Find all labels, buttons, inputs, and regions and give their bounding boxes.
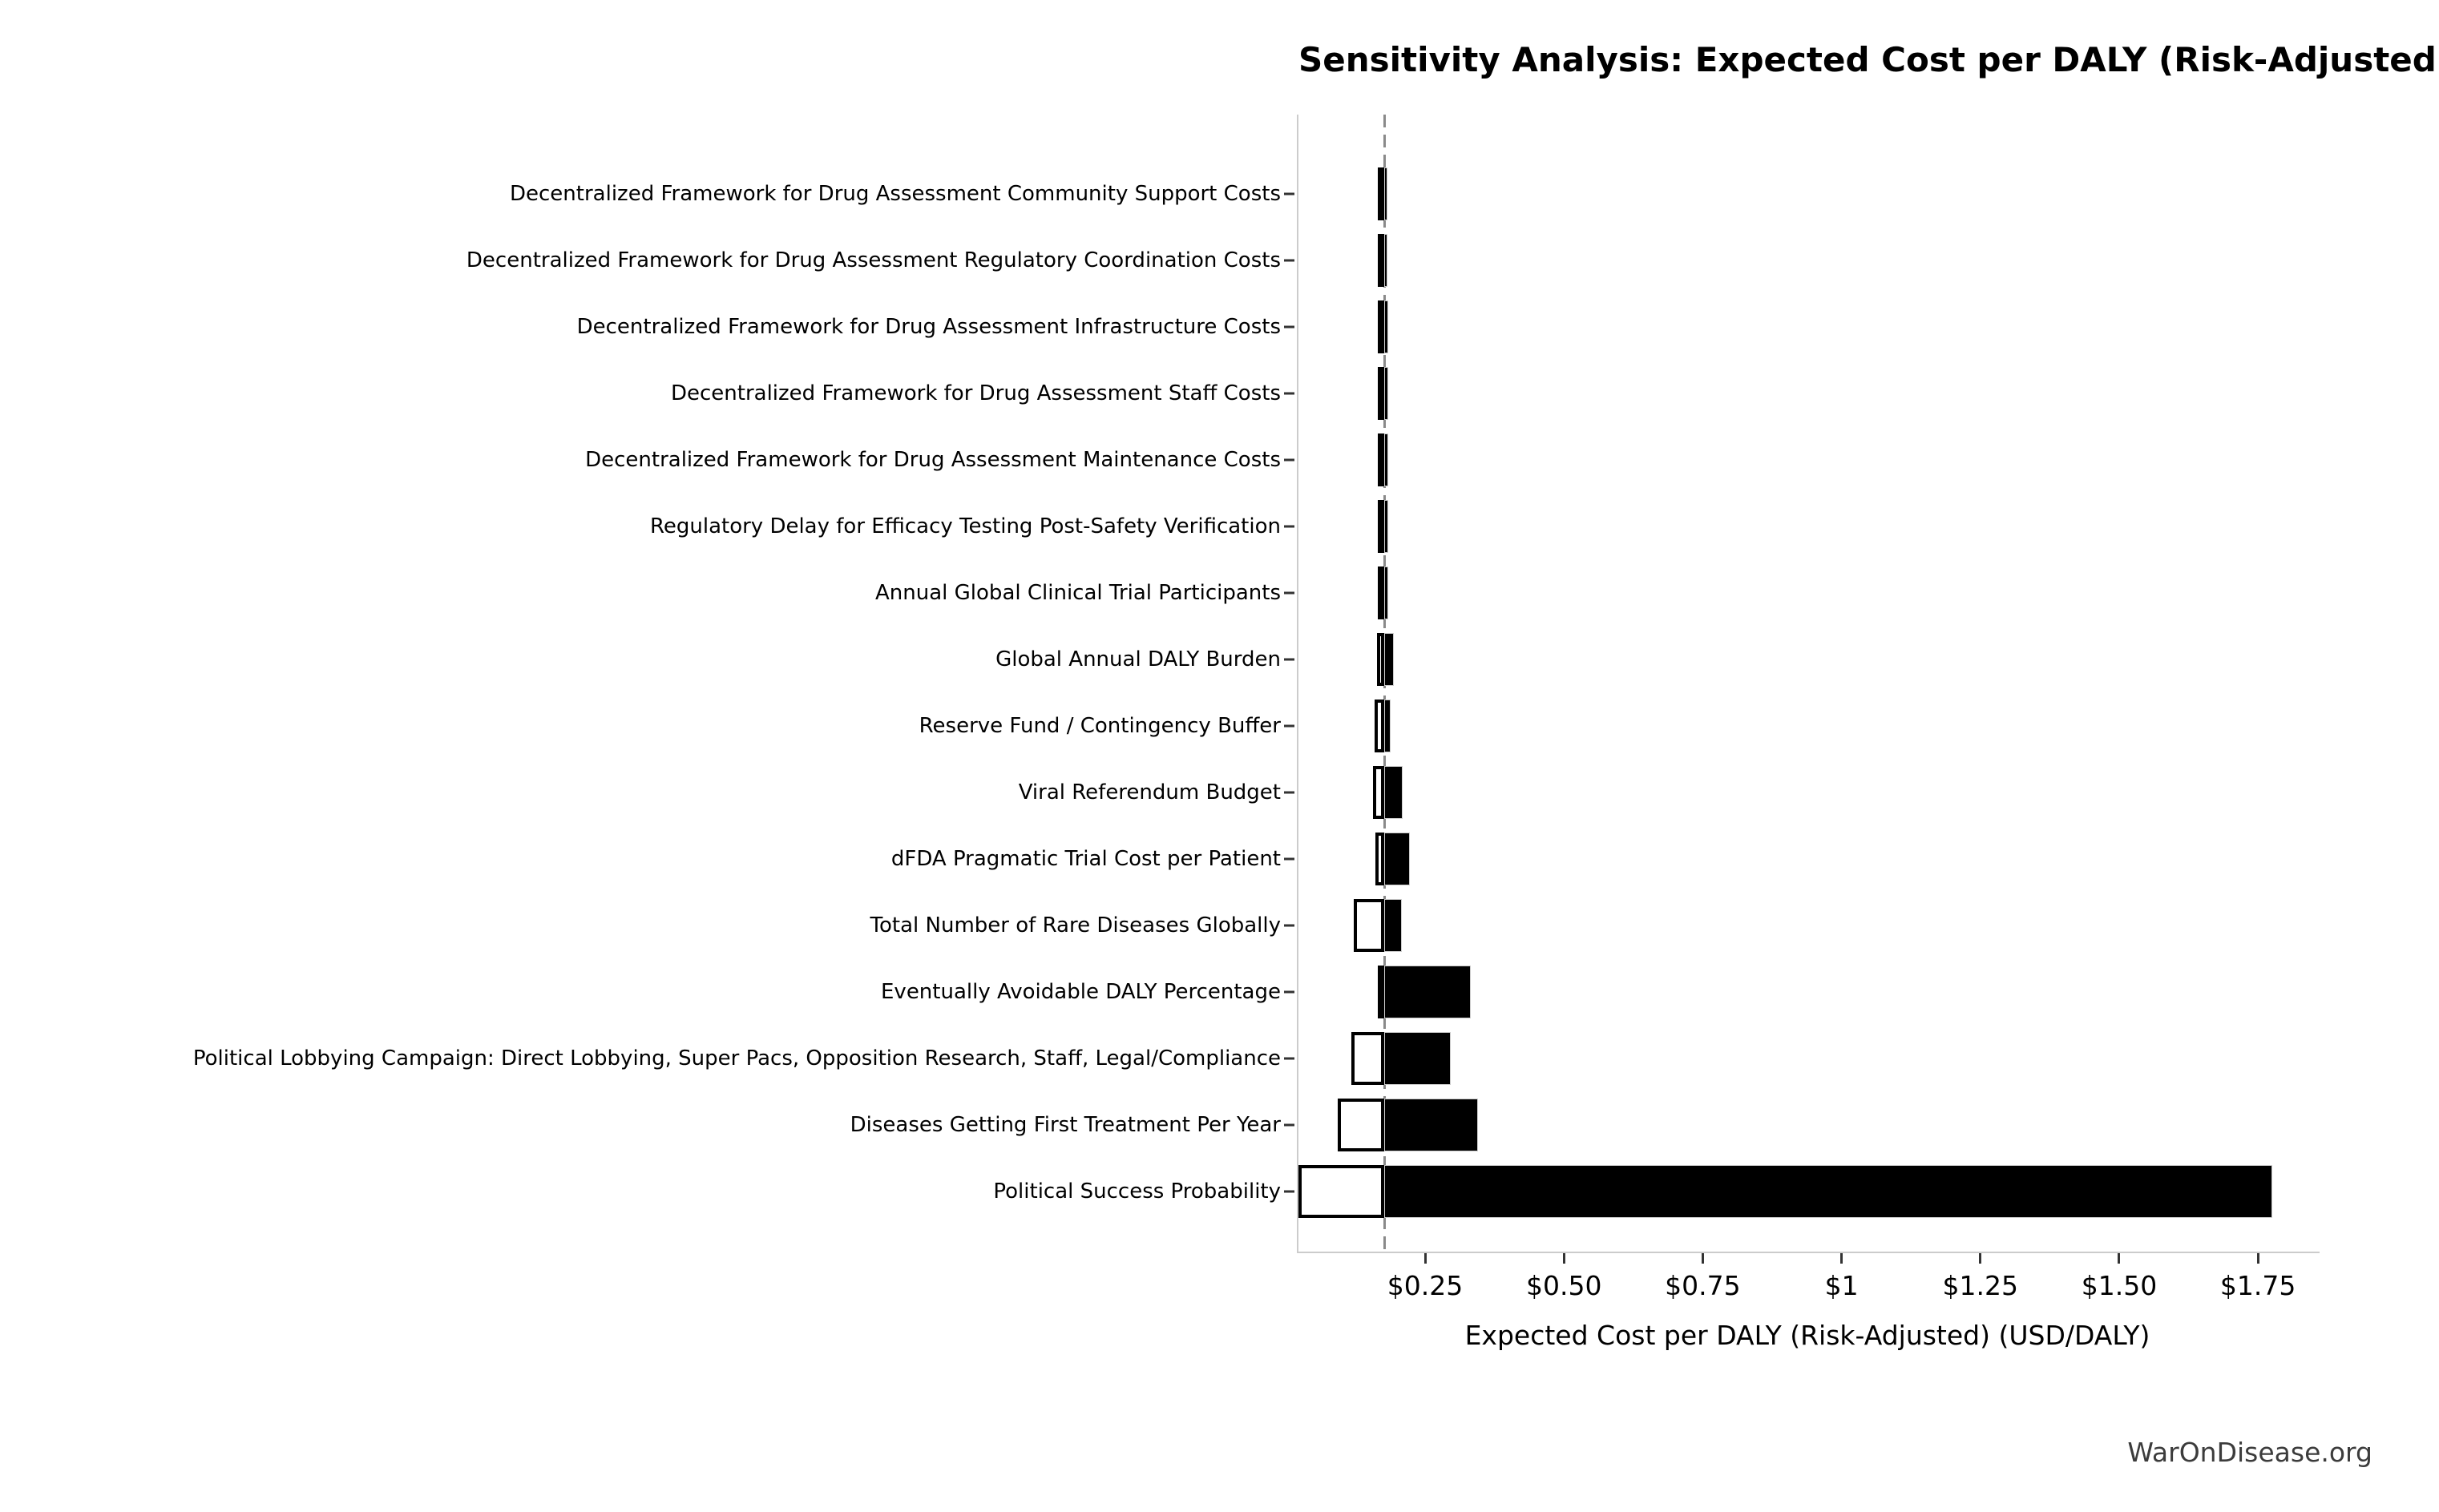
bar-low-side <box>1351 1032 1385 1085</box>
y-tick-mark <box>1284 1057 1294 1060</box>
bar-high-side <box>1384 300 1388 353</box>
y-tick-label: Global Annual DALY Burden <box>995 647 1281 671</box>
bar-low-side <box>1378 300 1385 353</box>
x-tick-label: $0.25 <box>1387 1270 1464 1301</box>
y-tick-mark <box>1284 658 1294 661</box>
y-tick-label: Annual Global Clinical Trial Participant… <box>875 581 1281 605</box>
y-tick-label: Reserve Fund / Contingency Buffer <box>919 714 1281 738</box>
bar-high-side <box>1384 433 1388 486</box>
bar-high-side <box>1384 500 1389 553</box>
y-tick-mark <box>1284 192 1294 196</box>
bar-low-side <box>1378 566 1385 619</box>
bar-low-side <box>1378 433 1385 486</box>
bar-high-side <box>1384 1099 1478 1151</box>
bar-low-side <box>1378 500 1385 553</box>
x-axis-label: Expected Cost per DALY (Risk-Adjusted) (… <box>1464 1320 2150 1351</box>
bar-high-side <box>1384 700 1391 752</box>
x-tick-label: $1.25 <box>1942 1270 2019 1301</box>
y-tick-mark <box>1284 525 1294 528</box>
bar-low-side <box>1337 1099 1385 1151</box>
y-tick-label: Viral Referendum Budget <box>1018 780 1281 804</box>
bar-high-side <box>1384 833 1411 885</box>
y-tick-label: Total Number of Rare Diseases Globally <box>870 913 1281 937</box>
y-tick-mark <box>1284 1123 1294 1127</box>
x-tick-label: $0.50 <box>1525 1270 1602 1301</box>
x-tick-label: $1.50 <box>2081 1270 2158 1301</box>
bar-high-side <box>1384 766 1403 819</box>
y-tick-mark <box>1284 857 1294 861</box>
x-tick-mark <box>1423 1253 1427 1264</box>
y-tick-mark <box>1284 325 1294 329</box>
chart-title: Sensitivity Analysis: Expected Cost per … <box>1298 40 2439 79</box>
x-tick-mark <box>2118 1253 2121 1264</box>
x-tick-mark <box>1562 1253 1565 1264</box>
y-tick-mark <box>1284 924 1294 927</box>
y-tick-mark <box>1284 458 1294 462</box>
bar-high-side <box>1384 566 1389 619</box>
x-tick-mark <box>2256 1253 2259 1264</box>
bar-low-side <box>1378 167 1385 220</box>
y-tick-mark <box>1284 724 1294 728</box>
bar-low-side <box>1377 633 1385 686</box>
bar-high-side <box>1384 367 1388 420</box>
y-tick-mark <box>1284 392 1294 395</box>
y-tick-label: Eventually Avoidable DALY Percentage <box>881 980 1281 1004</box>
y-tick-label: Political Success Probability <box>993 1179 1281 1204</box>
x-tick-label: $1.75 <box>2219 1270 2296 1301</box>
y-tick-label: Decentralized Framework for Drug Assessm… <box>466 248 1281 272</box>
x-tick-mark <box>1979 1253 1982 1264</box>
y-tick-mark <box>1284 259 1294 262</box>
x-tick-mark <box>1840 1253 1843 1264</box>
y-tick-label: Diseases Getting First Treatment Per Yea… <box>850 1113 1281 1137</box>
bar-low-side <box>1374 700 1385 752</box>
x-axis-spine <box>1297 1252 2320 1253</box>
y-tick-mark <box>1284 1190 1294 1193</box>
bar-high-side <box>1384 1165 2273 1218</box>
bar-low-side <box>1378 367 1385 420</box>
y-tick-label: Decentralized Framework for Drug Assessm… <box>585 448 1281 472</box>
y-tick-mark <box>1284 791 1294 794</box>
bar-low-side <box>1372 766 1385 819</box>
y-tick-label: Decentralized Framework for Drug Assessm… <box>510 182 1281 206</box>
bar-high-side <box>1384 633 1395 686</box>
x-tick-label: $0.75 <box>1665 1270 1741 1301</box>
y-tick-label: Regulatory Delay for Efficacy Testing Po… <box>649 514 1281 538</box>
bar-low-side <box>1353 899 1385 952</box>
bar-high-side <box>1384 899 1402 952</box>
x-tick-mark <box>1701 1253 1704 1264</box>
y-tick-label: Decentralized Framework for Drug Assessm… <box>576 315 1281 339</box>
y-tick-label: Decentralized Framework for Drug Assessm… <box>670 381 1281 405</box>
bar-low-side <box>1378 234 1385 287</box>
y-tick-label: Political Lobbying Campaign: Direct Lobb… <box>192 1046 1281 1070</box>
y-tick-mark <box>1284 591 1294 595</box>
watermark-text: WarOnDisease.org <box>2127 1437 2372 1468</box>
bar-low-side <box>1298 1165 1385 1218</box>
bar-low-side <box>1378 966 1385 1018</box>
x-tick-label: $1 <box>1824 1270 1859 1301</box>
bar-high-side <box>1384 167 1388 220</box>
y-axis-spine <box>1297 115 1298 1253</box>
y-tick-label: dFDA Pragmatic Trial Cost per Patient <box>890 847 1281 871</box>
bar-low-side <box>1375 833 1385 885</box>
bar-high-side <box>1384 234 1388 287</box>
bar-high-side <box>1384 966 1471 1018</box>
bar-high-side <box>1384 1032 1451 1085</box>
y-tick-mark <box>1284 990 1294 994</box>
